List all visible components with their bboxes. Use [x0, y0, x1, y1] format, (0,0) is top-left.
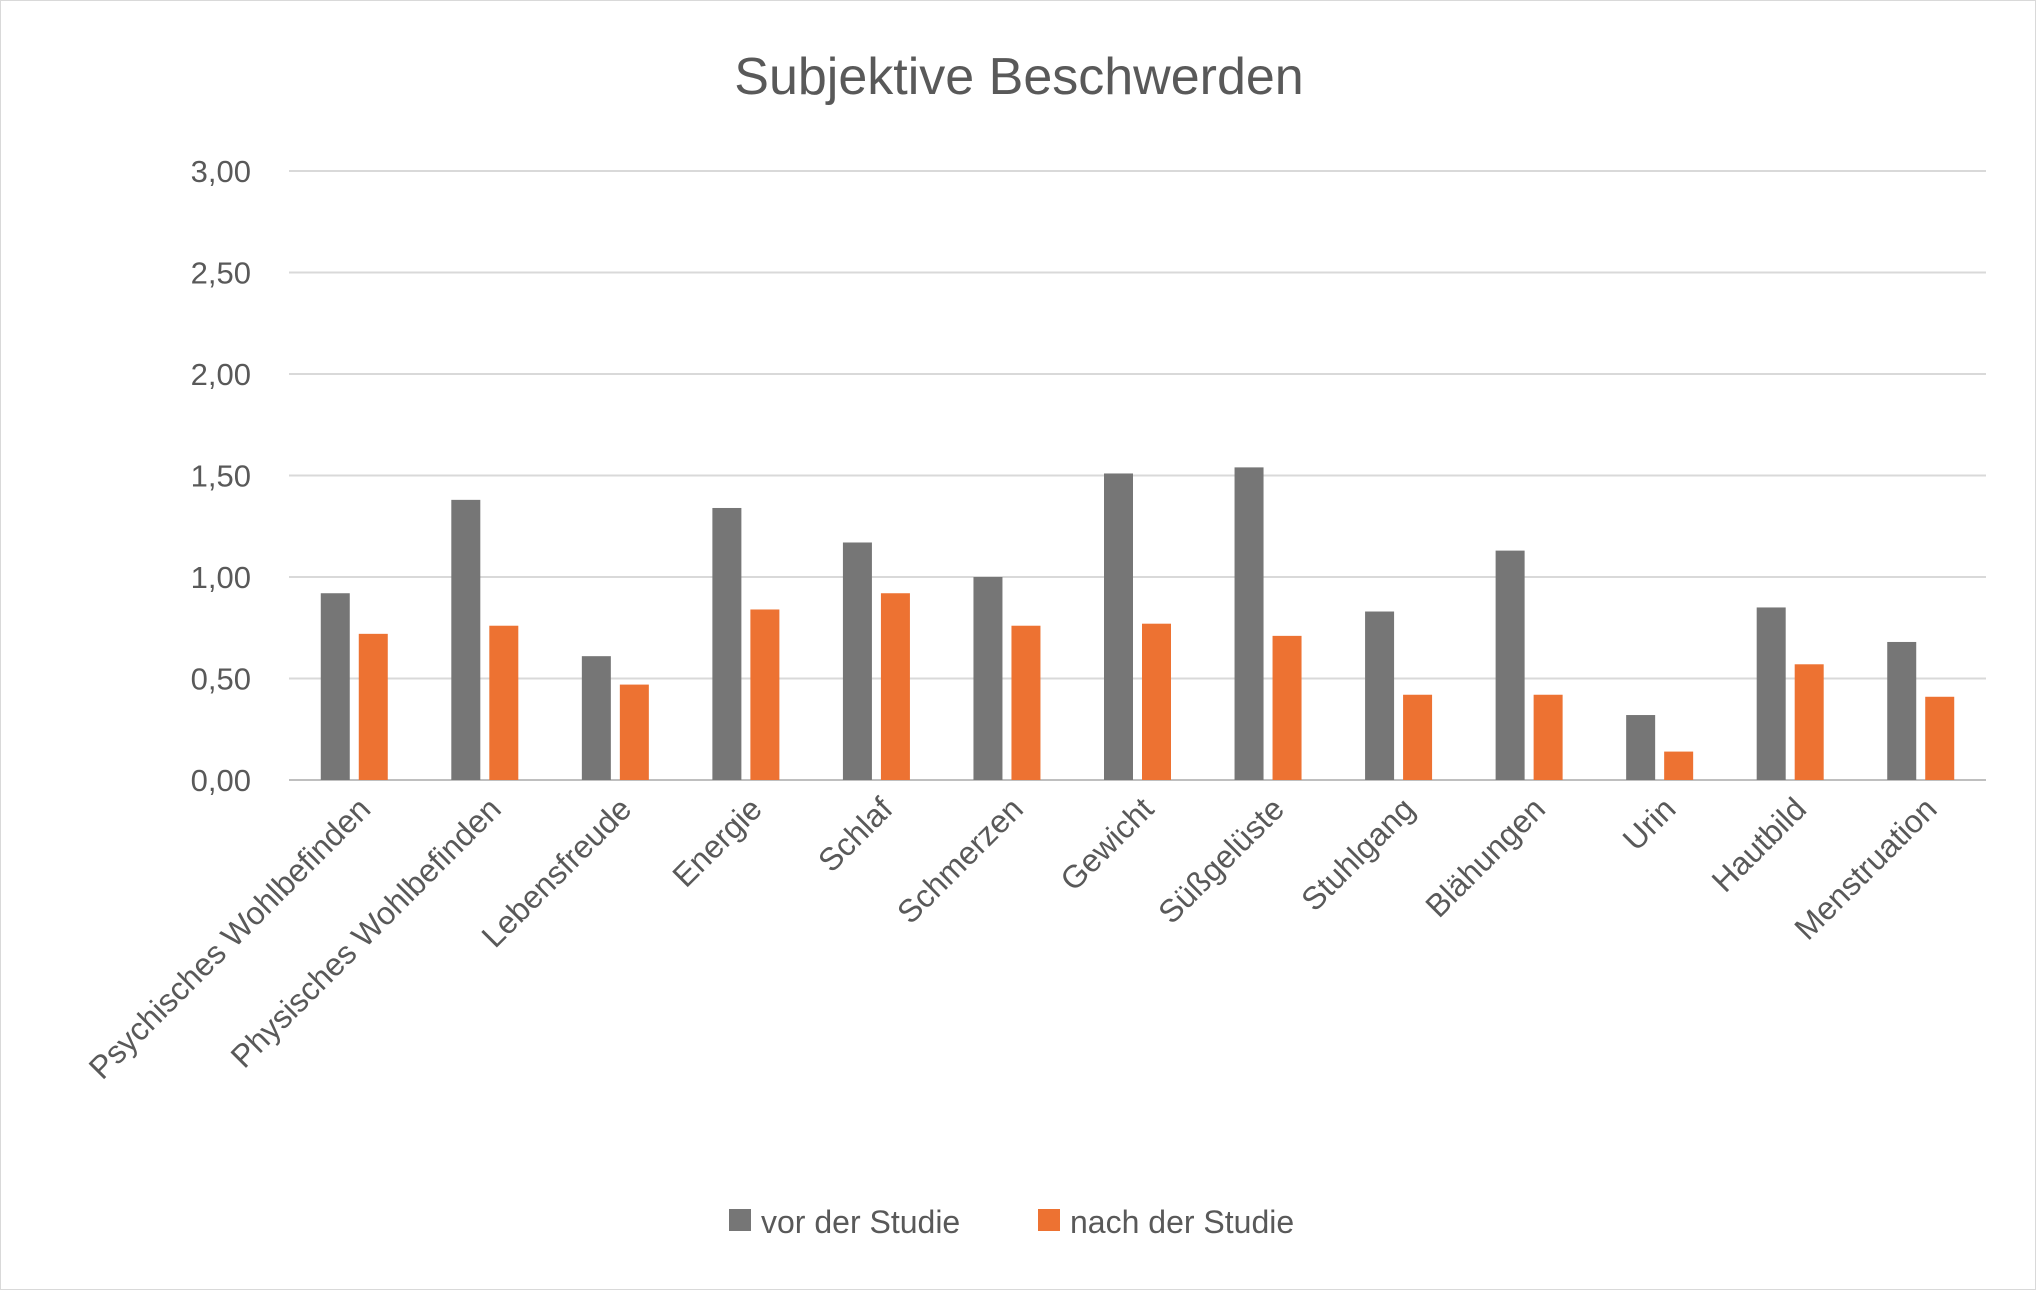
category-label: Gewicht [1053, 790, 1160, 897]
bar-vor-5 [973, 577, 1003, 780]
legend-label: nach der Studie [1070, 1204, 1294, 1240]
bar-nach-10 [1664, 751, 1694, 780]
category-label: Stuhlgang [1294, 790, 1421, 917]
legend: vor der Studie nach der Studie [729, 1204, 1294, 1240]
category-label: Süßgelüste [1151, 790, 1291, 930]
bar-vor-1 [451, 499, 481, 780]
gridlines [289, 170, 1986, 781]
category-label: Schmerzen [890, 790, 1030, 930]
bar-nach-1 [489, 625, 519, 780]
bar-nach-7 [1272, 635, 1302, 780]
y-tick-label: 1,50 [191, 459, 251, 494]
y-tick-label: 3,00 [191, 154, 251, 189]
bar-vor-4 [842, 542, 872, 780]
category-label: Urin [1616, 790, 1683, 857]
bar-vor-6 [1104, 473, 1133, 780]
bar-vor-7 [1234, 467, 1264, 780]
y-axis-ticks: 0,00 0,50 1,00 1,50 2,00 2,50 3,00 [191, 154, 251, 798]
bar-nach-9 [1533, 694, 1563, 780]
y-tick-label: 0,50 [191, 662, 251, 697]
bar-nach-2 [619, 684, 649, 780]
bar-vor-11 [1756, 607, 1786, 780]
category-label: Blähungen [1418, 790, 1552, 924]
category-label: Physisches Wohlbefinden [224, 790, 508, 1074]
bar-vor-9 [1495, 550, 1525, 780]
bar-nach-8 [1403, 694, 1433, 780]
bar-nach-4 [880, 593, 910, 780]
bar-vor-2 [581, 656, 611, 780]
bar-vor-3 [712, 507, 742, 780]
category-label: Energie [665, 790, 768, 893]
chart-title: Subjektive Beschwerden [734, 48, 1303, 106]
bar-vor-10 [1626, 715, 1656, 780]
bar-vor-8 [1365, 611, 1395, 780]
legend-swatch [729, 1209, 751, 1231]
bar-vor-12 [1887, 641, 1917, 780]
y-tick-label: 2,50 [191, 256, 251, 291]
bar-vor-0 [320, 593, 350, 780]
bar-nach-5 [1011, 625, 1041, 780]
legend-swatch [1038, 1209, 1060, 1231]
category-label: Schlaf [811, 790, 899, 878]
y-tick-label: 1,00 [191, 560, 251, 595]
bar-nach-0 [358, 633, 388, 780]
legend-label: vor der Studie [761, 1204, 960, 1240]
bar-nach-12 [1925, 696, 1955, 780]
category-label: Psychisches Wohlbefinden [82, 790, 377, 1085]
bar-nach-11 [1794, 664, 1824, 780]
bar-nach-6 [1142, 623, 1171, 780]
bars [320, 467, 1955, 780]
y-tick-label: 2,00 [191, 357, 251, 392]
category-label: Hautbild [1705, 790, 1813, 898]
y-tick-label: 0,00 [191, 763, 251, 798]
bar-nach-3 [750, 609, 780, 780]
